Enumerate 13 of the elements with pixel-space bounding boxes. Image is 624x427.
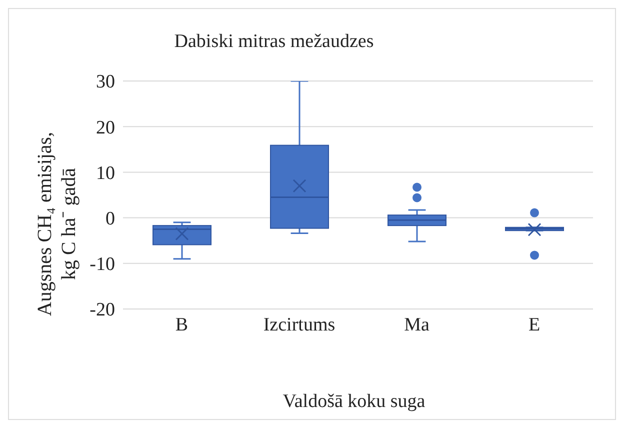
y-tick-label: 20 [96,117,115,138]
y-tick-label: 10 [96,162,115,184]
y-axis-title: Augsnes CH₄ emisijas, kg C ha⁻ gadā [34,132,80,316]
x-tick-label: E [528,314,540,336]
y-tick-label: -10 [90,254,115,276]
chart-title: Dabiski mitras mežaudzes [173,31,375,53]
x-tick-label: B [175,314,188,336]
y-tick-label: -20 [90,300,115,321]
y-tick-label: 30 [96,72,115,93]
x-tick-label: Izcirtums [263,314,336,336]
y-tick-label: 0 [106,208,115,230]
x-axis-title: Valdošā koku suga [282,391,426,412]
x-tick-label: Ma [404,314,430,336]
